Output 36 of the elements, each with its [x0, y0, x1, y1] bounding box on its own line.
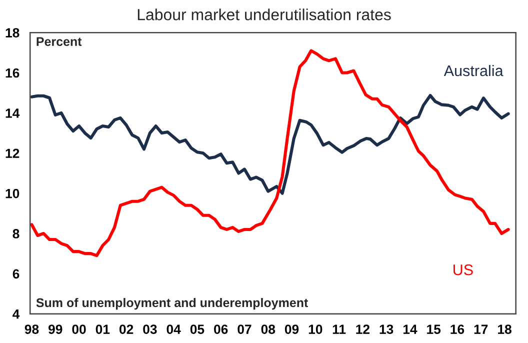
y-tick-label: 12 — [6, 148, 20, 158]
x-tick-label: 00 — [72, 324, 86, 334]
x-tick-label: 17 — [474, 324, 488, 334]
y-tick-label: 8 — [12, 229, 20, 238]
x-tick-label: 01 — [96, 324, 110, 334]
x-tick-label: 03 — [143, 324, 157, 334]
x-tick-label: 13 — [380, 324, 394, 334]
x-tick-label: 15 — [427, 324, 441, 334]
x-tick-label: 02 — [119, 324, 134, 334]
x-tick-label: 05 — [190, 324, 204, 334]
y-tick-label: 18 — [6, 28, 20, 38]
x-tick-label: 06 — [214, 324, 228, 334]
chart-title: Labour market underutilisation rates — [138, 8, 391, 20]
x-tick-label: 04 — [166, 324, 181, 334]
x-tick-label: 14 — [403, 324, 418, 334]
y-tick-label: 4 — [12, 310, 20, 319]
text: US — [454, 264, 473, 276]
y-tick-label: 14 — [6, 108, 20, 118]
y-tick-label: 16 — [6, 68, 20, 78]
x-tick-label: 16 — [450, 324, 464, 334]
x-tick-label: 09 — [284, 324, 299, 334]
x-tick-label: 07 — [238, 324, 252, 334]
x-tick-label: 18 — [498, 324, 512, 334]
x-tick-label: 98 — [24, 324, 39, 334]
y-tick-label: 10 — [6, 188, 20, 198]
x-tick-label: 99 — [48, 324, 62, 334]
x-tick-label: 10 — [308, 324, 322, 334]
x-tick-label: 11 — [332, 324, 346, 334]
annotation: Percent — [36, 37, 82, 46]
series-label: Australia — [444, 64, 504, 76]
x-tick-label: 12 — [356, 324, 370, 334]
line-series — [30, 49, 510, 258]
line-series — [30, 94, 510, 195]
x-tick-label: 08 — [261, 324, 276, 334]
annotation: Sum of unemployment and underemployment — [36, 298, 308, 310]
y-tick-label: 6 — [12, 269, 20, 279]
